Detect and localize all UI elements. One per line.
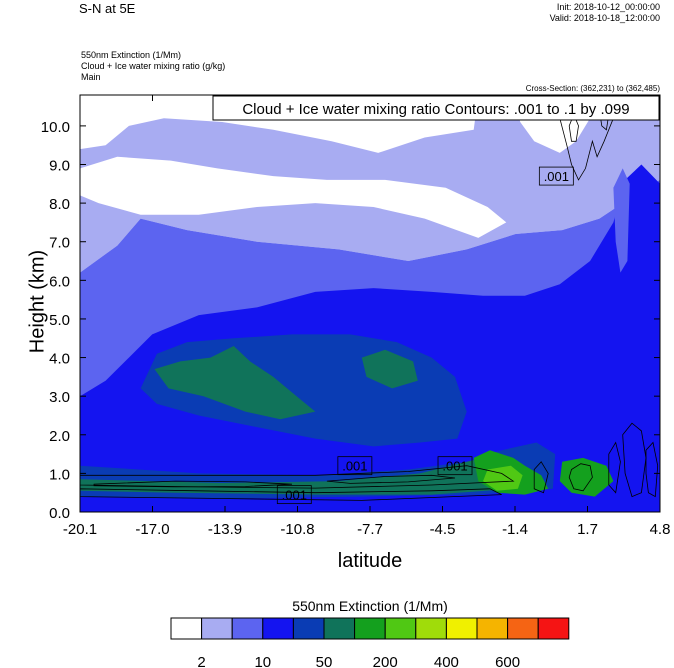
x-tick-label-6: -1.4 [502, 521, 528, 538]
y-tick-label-3: 3.0 [49, 389, 70, 406]
colorbar-tick-label-3: 200 [373, 654, 398, 668]
extinction-region-13 [483, 465, 523, 491]
colorbar-swatch-2 [231, 617, 264, 640]
init-time: Init: 2018-10-12_00:00:00 [556, 2, 660, 12]
colorbar-tick-label-0: 2 [197, 654, 205, 668]
contour-label-1: .001 [342, 459, 367, 474]
contour-labels: .001 .001 .001 .001 [276, 166, 574, 505]
colorbar-swatch-3 [262, 617, 294, 640]
contour-info-text: Cloud + Ice water mixing ratio Contours:… [242, 101, 629, 118]
y-tick-label-1: 1.0 [49, 466, 70, 483]
field-mixing-ratio-label: Cloud + Ice water mixing ratio (g/kg) [81, 61, 226, 71]
x-tick-label-0: -20.1 [63, 521, 97, 538]
x-tick-label-7: 1.7 [577, 521, 598, 538]
colorbar-swatch-4 [292, 617, 325, 640]
y-tick-label-4: 4.0 [49, 351, 70, 368]
y-axis: 0.0 1.0 2.0 3.0 4.0 5.0 6.0 7.0 8.0 9.0 10.0 [41, 119, 660, 522]
contour-line-8 [533, 461, 549, 494]
colorbar-swatch-6 [354, 617, 386, 640]
colorbar-swatch-9 [445, 617, 478, 640]
contour-label-0: .001 [544, 169, 569, 184]
contour-line-4 [568, 463, 593, 492]
x-tick-label-5: -4.5 [430, 521, 456, 538]
y-tick-label-10: 10.0 [41, 119, 70, 136]
extinction-region-9 [361, 349, 418, 389]
colorbar-swatch-10 [476, 617, 509, 640]
colorbar-tick-label-2: 50 [316, 654, 333, 668]
contour-label-box-3 [276, 485, 312, 505]
x-axis: -20.1 -17.0 -13.9 -10.8 -7.7 -4.5 -1.4 1.7 4.8 [63, 95, 671, 538]
y-axis-label: Height (km) [26, 249, 49, 354]
contour-line-1 [80, 488, 502, 501]
y-tick-label-8: 8.0 [49, 196, 70, 213]
contour-label-box-0 [538, 166, 574, 186]
contour-line-2 [93, 480, 293, 488]
y-tick-label-6: 6.0 [49, 273, 70, 290]
y-tick-label-0: 0.0 [49, 505, 70, 522]
extinction-region-2 [80, 156, 507, 238]
x-tick-label-2: -13.9 [208, 521, 242, 538]
contour-info-box [212, 95, 660, 121]
extinction-region-11 [80, 454, 525, 495]
domain-label: Main [81, 72, 101, 82]
colorbar-swatch-8 [415, 617, 447, 640]
colorbar-swatch-7 [384, 617, 417, 640]
colorbar-tick-label-5: 600 [495, 654, 520, 668]
colorbar-swatch-11 [507, 617, 539, 640]
contour-line-3 [326, 474, 456, 484]
x-tick-label-8: 4.8 [650, 521, 671, 538]
contour-label-box-2 [437, 456, 473, 476]
y-tick-label-2: 2.0 [49, 428, 70, 445]
colorbar-title: 550nm Extinction (1/Mm) [292, 598, 448, 614]
contour-line-7 [608, 441, 621, 494]
y-tick-label-9: 9.0 [49, 158, 70, 175]
colorbar-tick-label-4: 400 [434, 654, 459, 668]
colorbar-swatch-5 [323, 617, 356, 640]
colorbar-tick-label-1: 10 [254, 654, 271, 668]
contour-line-6 [645, 441, 659, 498]
plot-title: S-N at 5E [79, 1, 136, 16]
colorbar-swatch-0 [170, 617, 203, 640]
contour-label-3: .001 [282, 488, 307, 503]
colorbar-swatch-1 [201, 617, 233, 640]
y-tick-label-7: 7.0 [49, 235, 70, 252]
x-axis-label: latitude [337, 550, 403, 572]
extinction-region-15 [613, 168, 630, 273]
mixing-ratio-contours [80, 95, 659, 501]
contour-label-box-1 [337, 456, 373, 476]
extinction-region-8 [154, 346, 316, 420]
x-tick-label-1: -17.0 [135, 521, 169, 538]
contour-line-5 [622, 422, 647, 498]
colorbar-swatch-12 [537, 617, 570, 640]
valid-time: Valid: 2018-10-18_12:00:00 [549, 13, 660, 23]
extinction-fills [80, 95, 660, 512]
contour-label-2: .001 [442, 459, 467, 474]
colorbar: 2 10 50 200 400 600 [170, 617, 570, 668]
x-tick-label-4: -7.7 [357, 521, 383, 538]
x-tick-label-3: -10.8 [280, 521, 314, 538]
cross-section-label: Cross-Section: (362,231) to (362,485) [525, 84, 660, 93]
field-extinction-label: 550nm Extinction (1/Mm) [81, 50, 182, 60]
y-tick-label-5: 5.0 [49, 312, 70, 329]
